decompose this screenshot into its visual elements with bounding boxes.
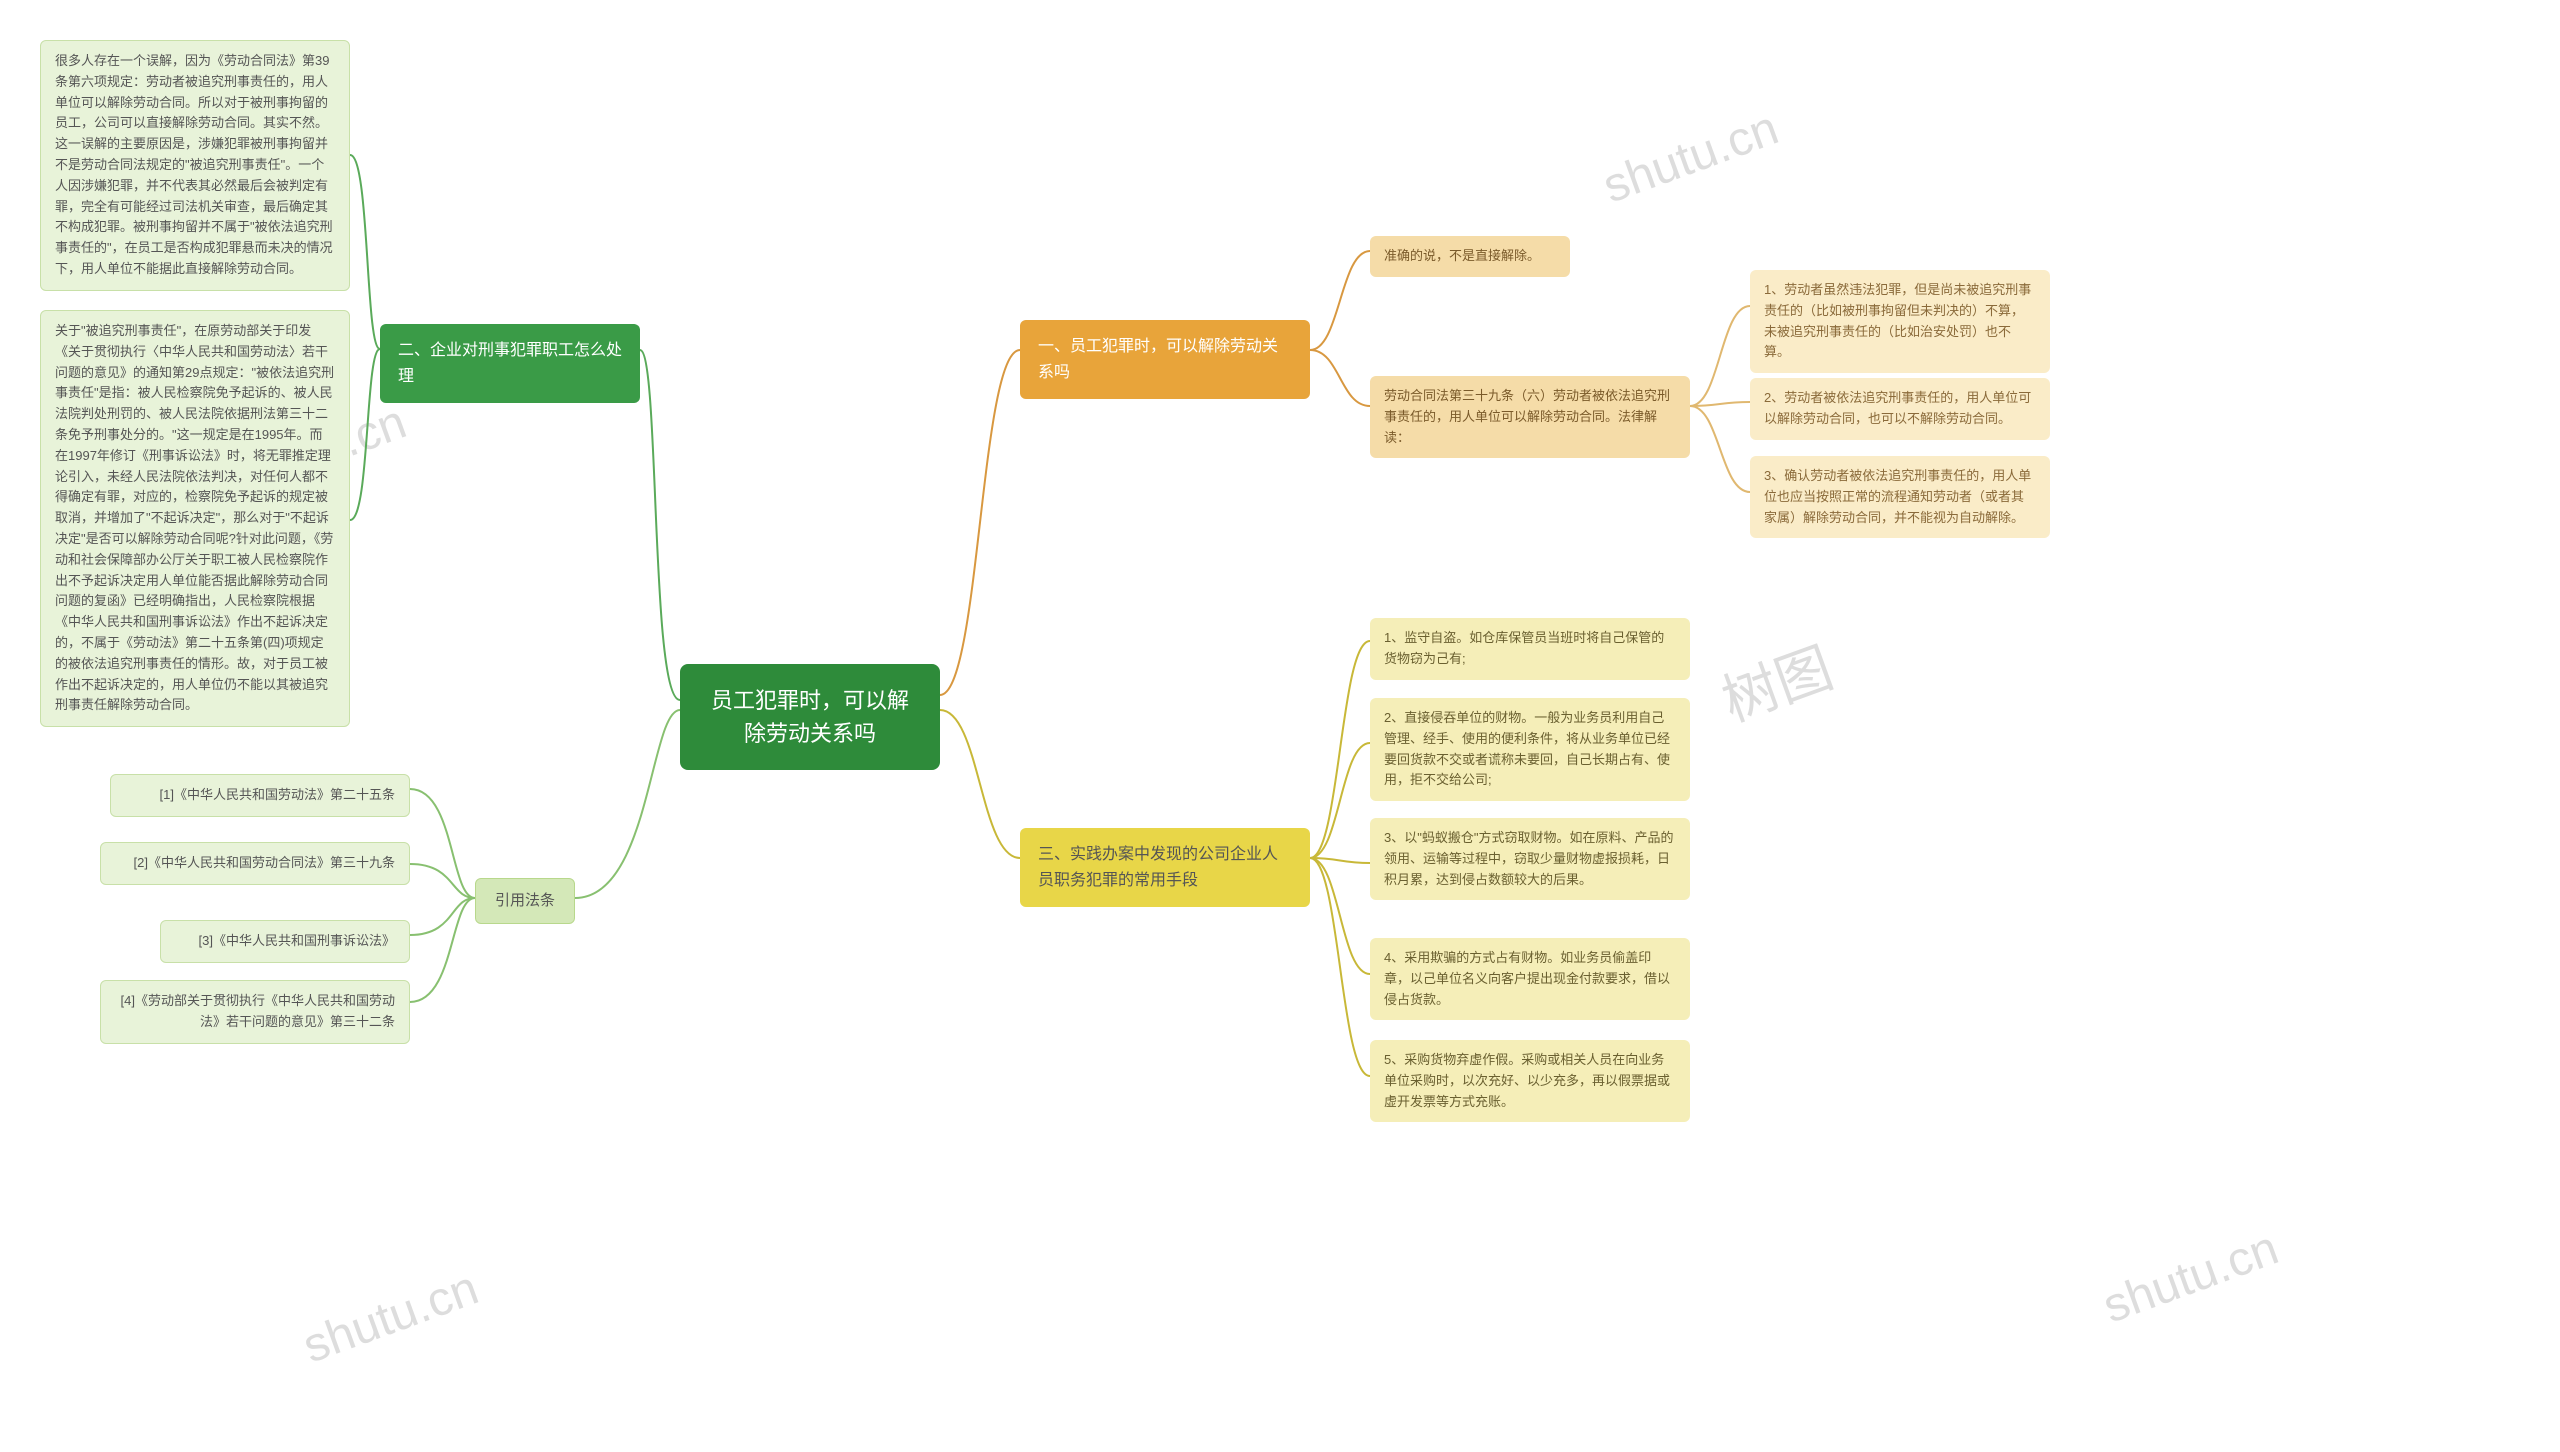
branch-1-title[interactable]: 一、员工犯罪时，可以解除劳动关系吗 bbox=[1020, 320, 1310, 399]
branch-3-item-2: 3、以"蚂蚁搬仓"方式窃取财物。如在原料、产品的领用、运输等过程中，窃取少量财物… bbox=[1370, 818, 1690, 900]
branch-cite-title[interactable]: 引用法条 bbox=[475, 878, 575, 924]
branch-3-title[interactable]: 三、实践办案中发现的公司企业人员职务犯罪的常用手段 bbox=[1020, 828, 1310, 907]
watermark: shutu.cn bbox=[2096, 1221, 2285, 1335]
branch-1-sub-1: 2、劳动者被依法追究刑事责任的，用人单位可以解除劳动合同，也可以不解除劳动合同。 bbox=[1750, 378, 2050, 440]
watermark: shutu.cn bbox=[296, 1261, 485, 1375]
branch-cite-item-3: [4]《劳动部关于贯彻执行《中华人民共和国劳动法》若干问题的意见》第三十二条 bbox=[100, 980, 410, 1044]
center-node[interactable]: 员工犯罪时，可以解除劳动关系吗 bbox=[680, 664, 940, 770]
watermark: shutu.cn bbox=[1596, 101, 1785, 215]
branch-2-item-0: 很多人存在一个误解，因为《劳动合同法》第39条第六项规定：劳动者被追究刑事责任的… bbox=[40, 40, 350, 291]
branch-1-sub-2: 3、确认劳动者被依法追究刑事责任的，用人单位也应当按照正常的流程通知劳动者（或者… bbox=[1750, 456, 2050, 538]
branch-1-item-1: 劳动合同法第三十九条（六）劳动者被依法追究刑事责任的，用人单位可以解除劳动合同。… bbox=[1370, 376, 1690, 458]
branch-3-item-0: 1、监守自盗。如仓库保管员当班时将自己保管的货物窃为己有; bbox=[1370, 618, 1690, 680]
branch-2-title[interactable]: 二、企业对刑事犯罪职工怎么处理 bbox=[380, 324, 640, 403]
branch-1-sub-0: 1、劳动者虽然违法犯罪，但是尚未被追究刑事责任的（比如被刑事拘留但未判决的）不算… bbox=[1750, 270, 2050, 373]
branch-cite-item-1: [2]《中华人民共和国劳动合同法》第三十九条 bbox=[100, 842, 410, 885]
connector-lines bbox=[0, 0, 2560, 1452]
branch-cite-item-2: [3]《中华人民共和国刑事诉讼法》 bbox=[160, 920, 410, 963]
branch-cite-item-0: [1]《中华人民共和国劳动法》第二十五条 bbox=[110, 774, 410, 817]
watermark: 树图 bbox=[1710, 623, 1843, 737]
branch-3-item-1: 2、直接侵吞单位的财物。一般为业务员利用自己管理、经手、使用的便利条件，将从业务… bbox=[1370, 698, 1690, 801]
branch-2-item-1: 关于"被追究刑事责任"，在原劳动部关于印发《关于贯彻执行〈中华人民共和国劳动法〉… bbox=[40, 310, 350, 727]
branch-3-item-4: 5、采购货物弃虚作假。采购或相关人员在向业务单位采购时，以次充好、以少充多，再以… bbox=[1370, 1040, 1690, 1122]
branch-1-item-0: 准确的说，不是直接解除。 bbox=[1370, 236, 1570, 277]
branch-3-item-3: 4、采用欺骗的方式占有财物。如业务员偷盖印章，以己单位名义向客户提出现金付款要求… bbox=[1370, 938, 1690, 1020]
